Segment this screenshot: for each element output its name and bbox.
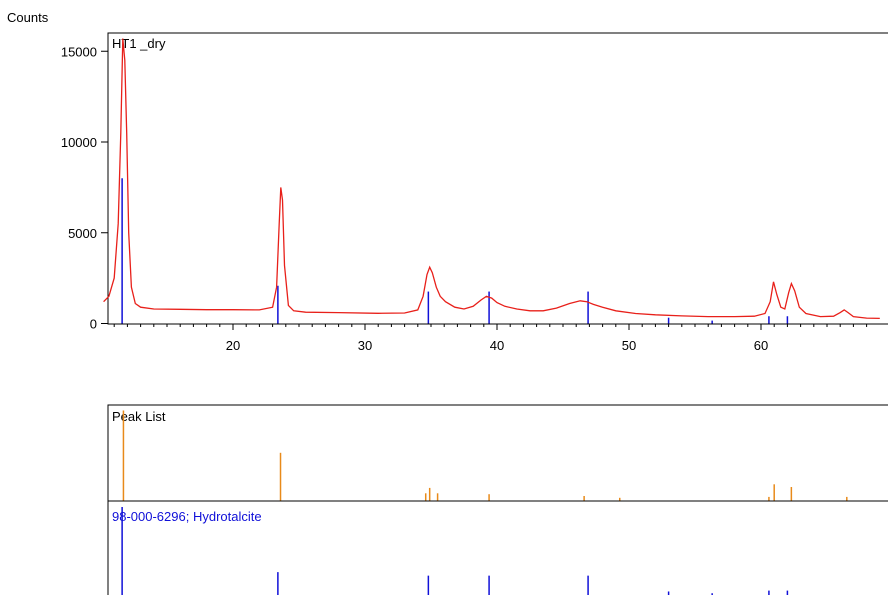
diffraction-pattern-line — [103, 38, 880, 320]
y-axis-label: Counts — [7, 10, 49, 25]
x-axis: 20 30 40 50 60 — [113, 324, 868, 353]
reference-panel: 98-000-6296; Hydrotalcite — [107, 500, 888, 595]
peak-list-title: Peak List — [112, 409, 166, 424]
main-plot: Counts HT1 _dry 0 5000 10000 15000 20 30 40 50… — [7, 10, 888, 353]
reference-sticks — [121, 507, 789, 595]
main-plot-title: HT1 _dry — [112, 36, 166, 51]
y-tick-label: 0 — [90, 317, 97, 332]
reference-title: 98-000-6296; Hydrotalcite — [112, 509, 262, 524]
x-tick-label: 60 — [754, 338, 768, 353]
reference-frame — [107, 500, 888, 595]
peak-list-panel: Peak List — [107, 404, 888, 502]
x-tick-label: 50 — [622, 338, 636, 353]
reference-sticks-overlay — [121, 178, 789, 324]
y-tick-label: 5000 — [68, 226, 97, 241]
peak-list-sticks — [122, 410, 848, 501]
y-tick-label: 15000 — [61, 44, 97, 59]
x-tick-label: 30 — [358, 338, 372, 353]
peak-list-frame — [107, 404, 888, 502]
y-tick-label: 10000 — [61, 135, 97, 150]
main-plot-frame — [107, 32, 888, 325]
x-tick-label: 40 — [490, 338, 504, 353]
x-tick-label: 20 — [226, 338, 240, 353]
y-axis: 0 5000 10000 15000 — [61, 44, 108, 332]
